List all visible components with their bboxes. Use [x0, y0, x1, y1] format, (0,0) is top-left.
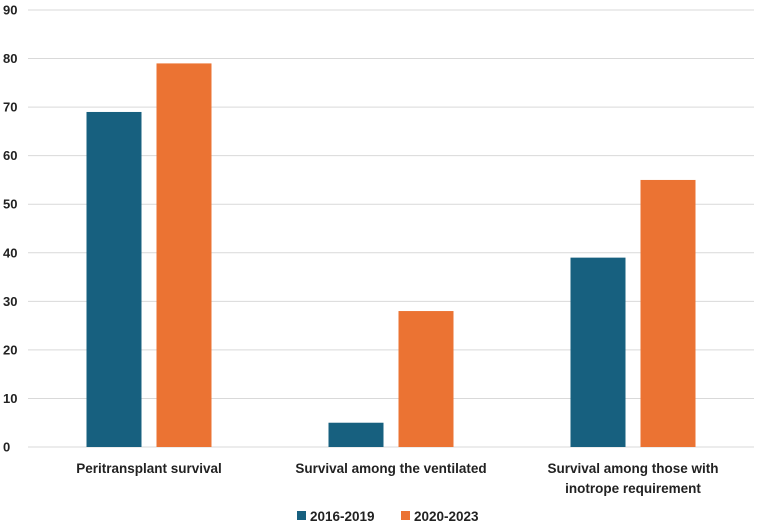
y-tick-label: 60: [3, 148, 17, 163]
category-label: Peritransplant survival: [76, 461, 222, 476]
bar-2020-2023-cat-2: [640, 179, 696, 447]
bar-2016-2019-cat-0: [86, 111, 142, 447]
gridlines: [28, 9, 754, 448]
y-axis-tick-labels: 0 10 20 30 40 50 60 70 80 90: [3, 3, 17, 455]
legend: 2016-2019 2020-2023: [297, 509, 479, 524]
legend-swatch-2016-2019: [297, 511, 306, 520]
y-tick-label: 20: [3, 342, 17, 357]
bar-2016-2019-cat-1: [328, 422, 384, 447]
legend-swatch-2020-2023: [401, 511, 410, 520]
x-axis-category-labels: Peritransplant survival Survival among th…: [76, 461, 718, 496]
category-label: inotrope requirement: [565, 481, 701, 496]
legend-label: 2020-2023: [414, 509, 479, 524]
bars: [86, 63, 696, 448]
bar-2020-2023-cat-1: [398, 311, 454, 447]
y-tick-label: 90: [3, 3, 17, 18]
y-tick-label: 80: [3, 51, 17, 66]
bar-2016-2019-cat-2: [570, 257, 626, 447]
y-tick-label: 30: [3, 294, 17, 309]
y-tick-label: 0: [3, 440, 10, 455]
y-tick-label: 40: [3, 245, 17, 260]
category-label: Survival among those with: [547, 461, 718, 476]
bar-2020-2023-cat-0: [156, 63, 212, 448]
category-label: Survival among the ventilated: [295, 461, 486, 476]
y-tick-label: 10: [3, 391, 17, 406]
y-tick-label: 70: [3, 100, 17, 115]
legend-label: 2016-2019: [310, 509, 375, 524]
y-tick-label: 50: [3, 197, 17, 212]
